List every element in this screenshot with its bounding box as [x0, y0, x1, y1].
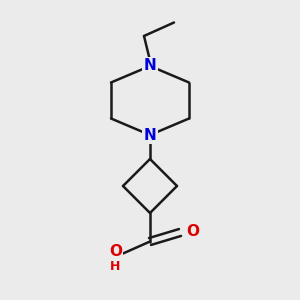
- Text: O: O: [109, 244, 122, 260]
- Text: H: H: [110, 260, 121, 274]
- Text: O: O: [186, 224, 199, 238]
- Text: N: N: [144, 58, 156, 74]
- Text: N: N: [144, 128, 156, 142]
